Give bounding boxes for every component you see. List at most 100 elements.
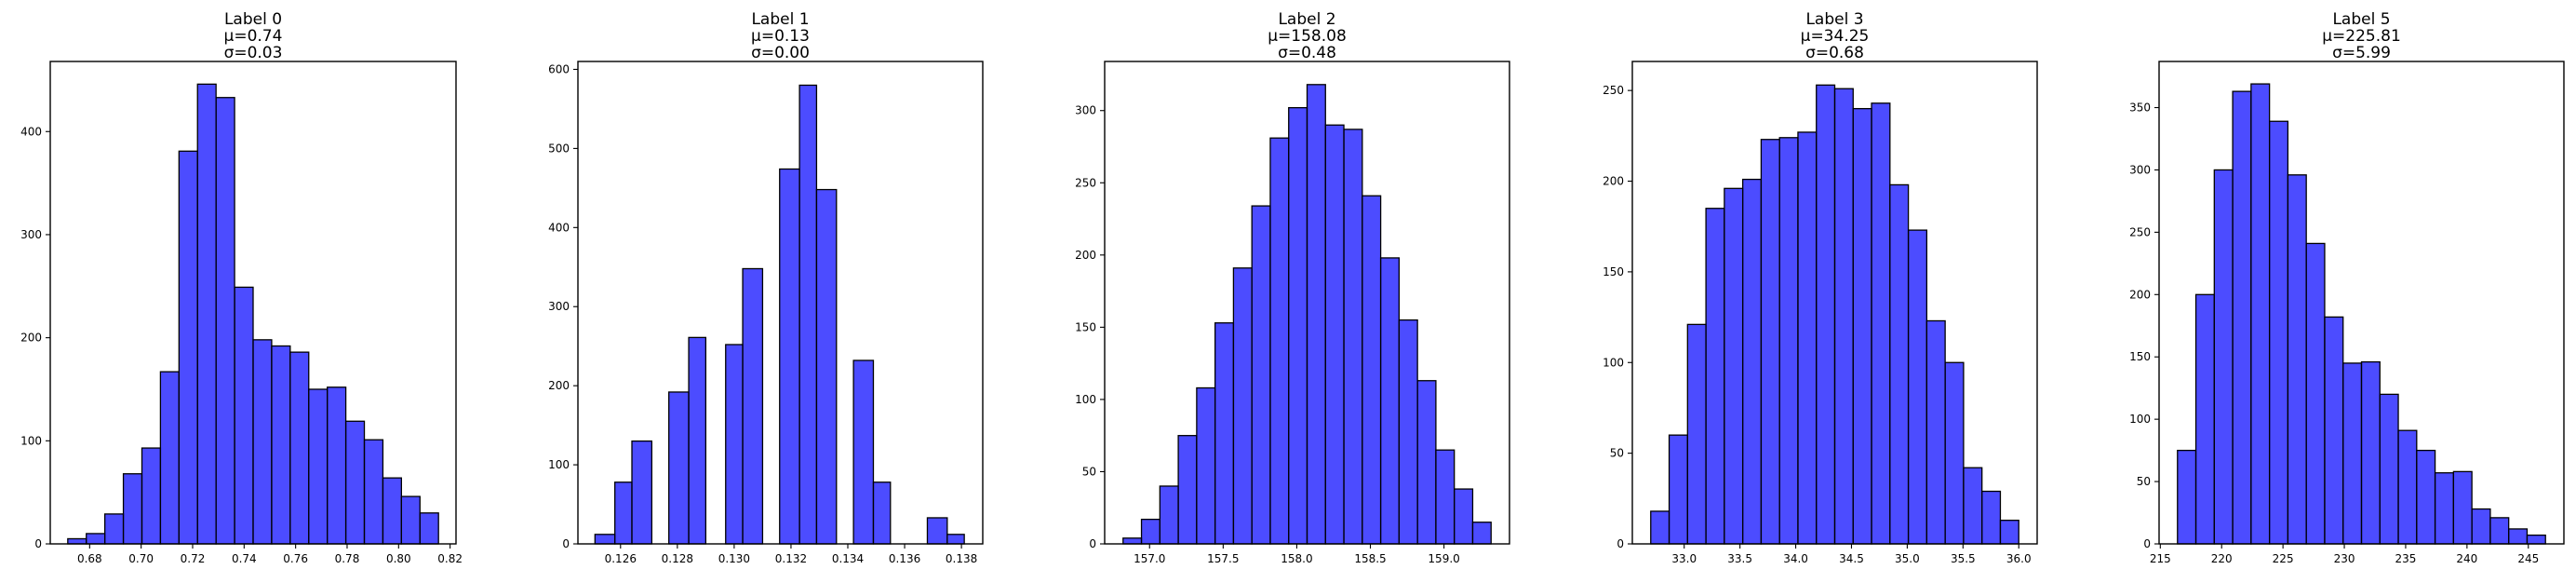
histogram-bar [103,513,125,545]
histogram-bar [1159,485,1179,545]
histogram-bar [1760,139,1780,545]
y-tick-label: 0 [1089,537,1096,550]
histogram-bar [1907,229,1928,545]
axes-frame [1104,61,1510,545]
y-tick-label: 100 [2129,413,2151,426]
histogram-bar [2526,534,2546,545]
histogram-bar [1288,106,1308,545]
y-tick-label: 200 [1603,175,1624,188]
y-tick-label: 150 [1603,265,1624,278]
panel-title-line: μ=225.81 [2322,27,2401,46]
y-tick-label: 200 [548,379,570,392]
y-tick-label: 150 [1075,320,1096,333]
histogram-bar [344,420,366,545]
y-tick-label: 300 [1075,104,1096,117]
y-tick-label: 100 [548,458,570,471]
histogram-bar [668,391,690,545]
histogram-bar [1889,183,1910,545]
x-tick-label: 0.128 [662,552,693,565]
histogram-bar [363,439,384,545]
y-tick-label: 250 [1075,176,1096,189]
x-tick-label: 33.5 [1727,552,1752,565]
panel-title-line: σ=0.48 [1278,44,1336,62]
x-tick-label: 36.0 [2006,552,2032,565]
x-tick-label: 0.134 [832,552,864,565]
y-tick-label: 200 [1075,249,1096,262]
y-tick-label: 250 [2129,225,2151,238]
histogram-bar [688,336,707,545]
x-tick-label: 0.70 [128,552,154,565]
histogram-bar [2194,293,2215,545]
histogram-bar [289,351,310,545]
y-tick-label: 350 [2129,102,2151,115]
histogram-bar [2360,360,2381,545]
histogram-bar [798,84,818,545]
x-tick-label: 35.0 [1895,552,1920,565]
histogram-bar [594,534,616,545]
axes-frame [1631,61,2038,545]
x-tick-label: 157.5 [1207,552,1239,565]
y-tick-label: 500 [548,142,570,155]
histogram-bar [86,533,106,545]
histogram-bar [382,477,403,545]
x-tick-label: 0.74 [232,552,257,565]
x-tick-label: 220 [2211,552,2233,565]
x-tick-label: 0.72 [181,552,206,565]
y-tick-label: 50 [1610,447,1624,460]
histogram-bar [2471,508,2491,545]
histogram-bar [1343,129,1363,545]
histogram-bar [1362,195,1382,545]
histogram-bar [215,97,235,545]
x-tick-label: 0.80 [386,552,411,565]
x-tick-label: 0.126 [605,552,637,565]
panel-title-line: Label 1 [751,10,809,29]
y-tick-label: 400 [20,125,42,138]
x-tick-label: 157.0 [1134,552,1165,565]
histogram-bar [1999,520,2019,545]
histogram-bar [1833,88,1854,545]
histogram-bar [2213,169,2234,545]
y-tick-label: 400 [548,221,570,234]
histogram-panel-4: Label 5μ=225.81σ=5.99 215 220 225 230 235 240 2… [2129,10,2565,565]
histogram-bar [946,534,965,545]
histogram-bar [1122,537,1143,545]
x-tick-label: 0.138 [946,552,977,565]
histogram-bar [1944,361,1965,545]
histogram-bar [1778,137,1799,545]
histogram-bar [2232,90,2252,545]
histogram-bar [1232,267,1253,545]
histogram-bar [419,512,439,545]
y-tick-label: 150 [2129,350,2151,363]
x-tick-label: 0.76 [283,552,308,565]
histogram-bar [271,345,291,545]
histogram-bar [1251,205,1271,545]
histogram-bar [1852,107,1872,545]
histogram-bar [1454,488,1474,545]
x-tick-label: 0.68 [77,552,102,565]
x-tick-label: 33.0 [1671,552,1697,565]
y-tick-label: 300 [20,228,42,241]
histogram-bar [1435,449,1456,545]
histogram-bar [2287,174,2307,545]
histogram-bar [1724,187,1744,545]
histogram-bar [742,267,764,545]
panel-title-line: Label 2 [1278,10,1335,29]
x-tick-label: 230 [2334,552,2355,565]
x-tick-label: 0.82 [437,552,463,565]
histogram-bar [1650,510,1670,545]
panel-title-line: Label 3 [1805,10,1863,29]
histogram-bar [122,473,143,545]
y-tick-label: 0 [2143,537,2151,550]
histogram-bar [852,359,875,545]
histogram-bar [2379,393,2399,545]
histogram-bar [1306,84,1326,545]
histogram-bar [2489,517,2510,545]
histogram-bar [2324,316,2344,545]
histogram-bar [815,188,838,545]
histogram-bar [2434,472,2455,545]
axes-frame [49,61,457,545]
histogram-bar [141,447,162,545]
histogram-bar [631,440,653,545]
x-tick-label: 158.0 [1281,552,1312,565]
